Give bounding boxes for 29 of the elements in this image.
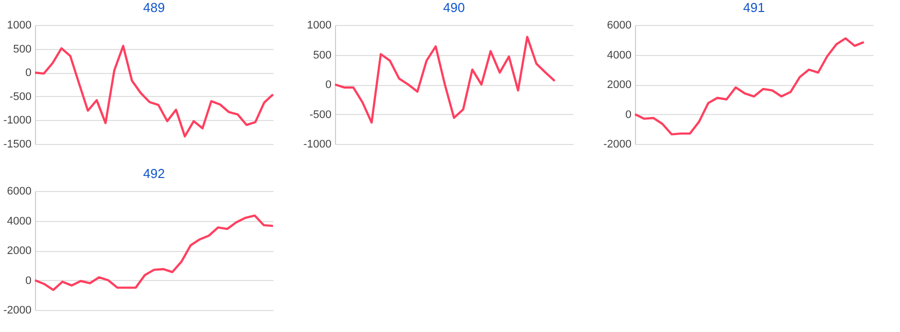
y-tick-label: -2000 xyxy=(3,304,32,316)
y-tick-label: 4000 xyxy=(607,49,632,62)
y-tick-label: -1000 xyxy=(3,114,32,127)
y-tick-label: -500 xyxy=(9,90,32,103)
y-tick-label: 6000 xyxy=(7,186,32,198)
y-tick-label: -1000 xyxy=(303,138,332,150)
y-tick-label: 2000 xyxy=(7,245,32,257)
y-tick-label: 0 xyxy=(25,274,32,287)
line-series xyxy=(634,37,865,136)
y-tick-label: 0 xyxy=(625,108,632,121)
chart-title: 490 xyxy=(443,0,465,15)
line-series xyxy=(34,44,274,138)
chart-title: 492 xyxy=(143,166,165,181)
y-tick-label: -2000 xyxy=(603,138,632,150)
y-tick-label: -1500 xyxy=(3,138,32,150)
line-series xyxy=(34,214,274,292)
y-tick-label: 2000 xyxy=(607,79,632,91)
y-tick-label: 1000 xyxy=(307,20,332,32)
line-series xyxy=(334,36,556,124)
chart-title: 489 xyxy=(143,0,165,15)
y-tick-label: 500 xyxy=(313,49,332,62)
chart-title: 491 xyxy=(743,0,765,15)
y-tick-label: 0 xyxy=(325,79,332,91)
y-tick-label: 500 xyxy=(13,43,32,56)
y-tick-label: 0 xyxy=(25,67,32,80)
y-tick-label: 1000 xyxy=(7,20,32,32)
y-tick-label: 4000 xyxy=(7,215,32,228)
y-tick-label: -500 xyxy=(309,108,332,121)
y-tick-label: 6000 xyxy=(607,20,632,32)
